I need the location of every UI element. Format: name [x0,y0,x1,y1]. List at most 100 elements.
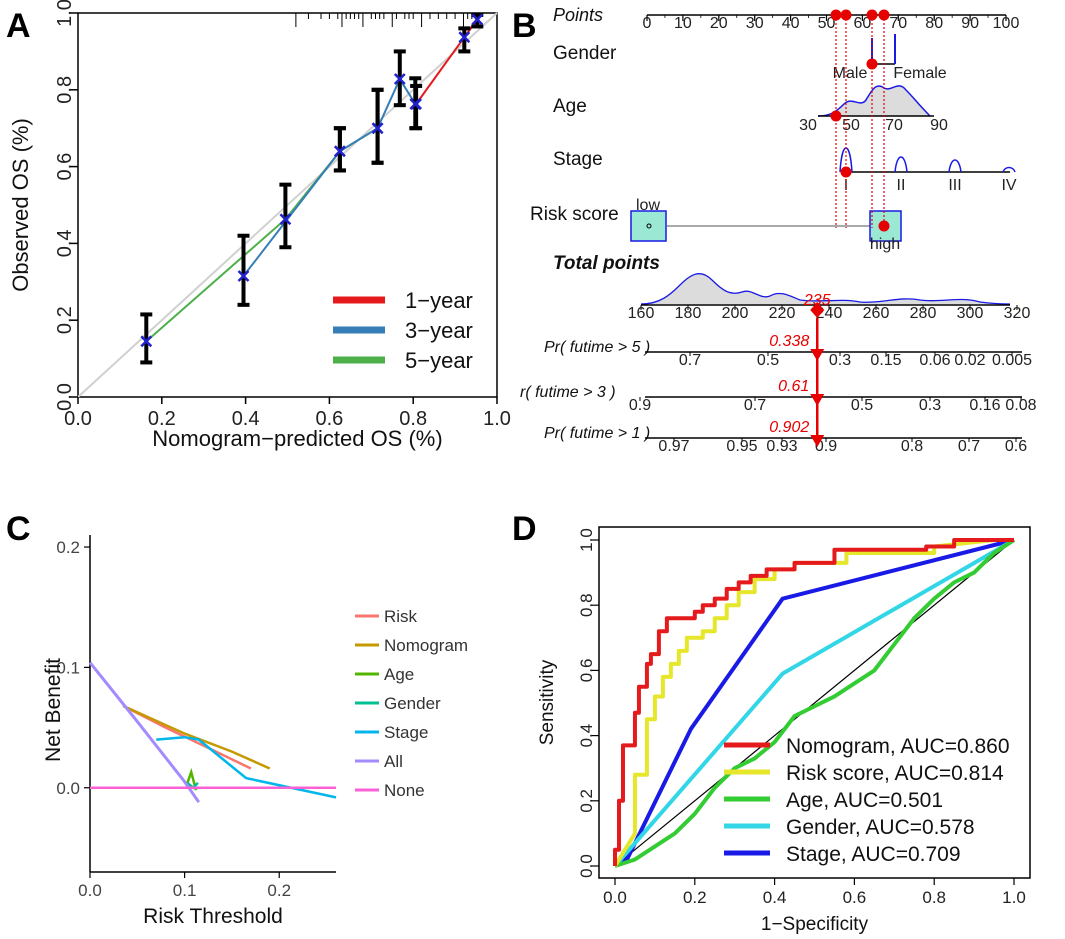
total-value: 235 [803,292,831,309]
y-axis-title: Observed OS (%) [8,118,33,292]
y-tick-label: 0.1 [56,658,80,677]
probability-tick-label: 0.08 [1005,397,1036,414]
legend-label: Gender [384,694,441,713]
legend-label: Gender, AUC=0.578 [786,816,975,839]
probability-tick-label: 0.93 [766,438,797,455]
dca-line-all [88,661,201,804]
age-tick-label: 90 [930,117,948,134]
probability-label: r( futime > 3 ) [520,384,616,401]
nomogram-panel: Points 0 10 20 30 40 50 60 70 80 90 100 Gender Male Fe… [520,5,1037,455]
stage-density [1002,166,1016,173]
age-density [817,85,931,117]
x-tick-label: 0.4 [232,408,260,430]
y-tick-label: 0.8 [577,593,596,617]
probability-label: Pr( futime > 1 ) [544,425,650,442]
legend-label: Risk [384,607,418,626]
probability-tick-label: 0.9 [815,438,837,455]
probability-tick-label: 0.6 [1005,438,1027,455]
y-tick-label: 0.2 [54,306,76,334]
x-tick-label: 0.2 [148,408,176,430]
points-tick-label: 50 [818,15,836,32]
legend-label: 1−year [405,288,473,313]
probability-tick-label: 0.005 [992,352,1032,369]
risk-row-label: Risk score [530,204,619,225]
probability-tick-label: 0.5 [757,352,779,369]
roc-curve-nomogram [613,538,1014,866]
y-tick-label: 0.8 [54,76,76,104]
points-tick-label: 30 [746,15,764,32]
roc-curve-gender [613,538,1016,868]
chance-diagonal [614,539,1015,867]
point-marker [140,335,153,348]
age-tick-label: 50 [842,117,860,134]
probability-value: 0.902 [769,419,809,436]
y-tick-label: 0.0 [56,779,80,798]
decision-curve-panel: 0.0 0.1 0.2 0.0 0.1 0.2 Risk Threshold Net Bene… [42,535,468,928]
points-selected-dot [830,9,842,21]
point-marker [458,31,471,44]
panel-label-a: A [6,7,31,45]
y-tick-label: 0.0 [54,383,76,411]
x-tick-label: 1.0 [483,408,511,430]
x-tick-label: 0.6 [315,408,343,430]
x-axis-title: Nomogram−predicted OS (%) [152,426,442,451]
risk-tick-label: high [870,236,900,253]
y-tick-label: 0.4 [577,724,596,748]
stage-tick-label: II [897,177,906,194]
x-tick-label: 0.8 [922,888,946,907]
point-marker [279,213,292,226]
panel-label-d: D [512,510,537,548]
age-row-label: Age [553,96,587,117]
probability-tick-label: 0.9 [629,397,651,414]
probability-marker [810,435,825,447]
plot-frame [77,12,498,398]
calibration-panel: 0.0 0.2 0.4 0.6 0.8 1.0 0.0 0.2 0.4 0.6 0.8 1.0 Nomo… [8,0,511,451]
points-tick-label: 60 [854,15,872,32]
y-tick-label: 0.4 [54,229,76,257]
points-selected-dot [866,9,878,21]
dca-line-nomogram [122,704,271,770]
point-marker [333,145,346,158]
stage-row-label: Stage [553,149,603,170]
total-tick-label: 220 [769,305,796,322]
total-tick-label: 200 [722,305,749,322]
risk-box-high [869,210,902,242]
total-tick-label: 260 [863,305,890,322]
probability-tick-label: 0.97 [658,438,689,455]
probability-value: 0.338 [769,333,809,350]
x-tick-label: 0.8 [399,408,427,430]
risk-box-low [630,210,667,242]
age-tick-label: 70 [885,117,903,134]
total-tick-label: 320 [1004,305,1031,322]
probability-tick-label: 0.7 [744,397,766,414]
y-tick-label: 0.6 [54,153,76,181]
roc-curve-age [614,538,1016,868]
probability-value: 0.61 [778,378,809,395]
total-tick-label: 180 [675,305,702,322]
probability-tick-label: 0.95 [726,438,757,455]
y-axis-title: Sensitivity [537,659,558,745]
probability-tick-label: 0.3 [829,352,851,369]
legend-label: Nomogram [384,636,468,655]
plot-frame [598,526,1031,879]
y-tick-label: 1.0 [577,528,596,552]
legend-label: Nomogram, AUC=0.860 [786,735,1010,758]
y-tick-label: 0.0 [577,854,596,878]
stage-tick-label: III [948,177,961,194]
legend-label: Stage, AUC=0.709 [786,843,961,866]
probability-label: Pr( futime > 5 ) [544,339,650,356]
total-density-fill [641,273,1010,304]
dca-line-age [185,767,198,791]
legend-label: Risk score, AUC=0.814 [786,762,1004,785]
stage-tick-label: IV [1001,177,1016,194]
x-axis-title: Risk Threshold [143,905,283,928]
stage-tick-label: I [844,177,848,194]
points-axis-label: Points [553,5,603,25]
panel-label-c: C [6,510,31,548]
legend-label: None [384,781,425,800]
probability-tick-label: 0.15 [870,352,901,369]
total-density [640,273,1011,305]
x-tick-label: 1.0 [1002,888,1026,907]
roc-panel: 0.0 0.2 0.4 0.6 0.8 1.0 0.0 0.2 0.4 0.6 0.8 1.0 1−Sp… [537,526,1031,935]
